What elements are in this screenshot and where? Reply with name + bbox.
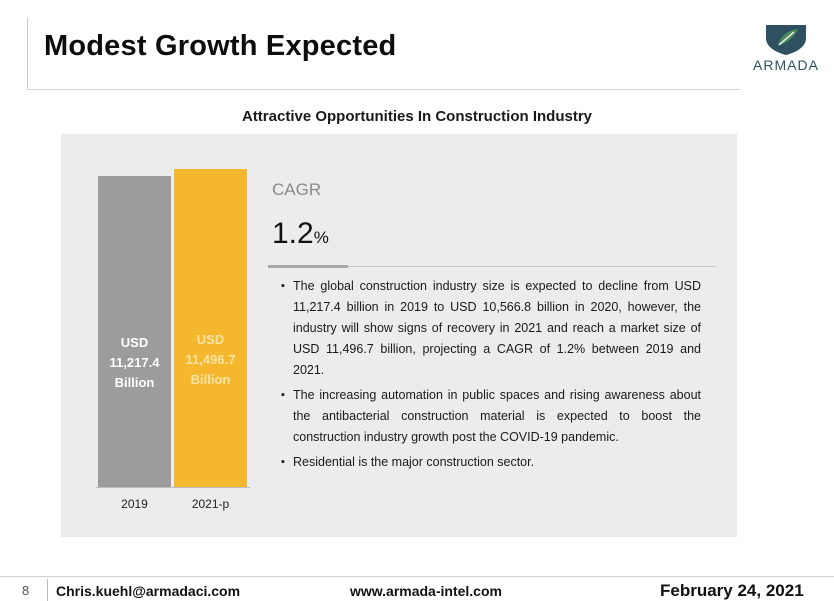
- bullet-item: The increasing automation in public spac…: [281, 385, 701, 448]
- cagr-unit: %: [313, 228, 329, 247]
- bar-2019-label-line3: Billion: [114, 375, 155, 390]
- slide-title: Modest Growth Expected: [44, 30, 397, 62]
- bar-2019-label-line1: USD: [120, 335, 149, 350]
- bullet-item: Residential is the major construction se…: [281, 452, 701, 473]
- cagr-number: 1.2: [272, 217, 314, 250]
- section-heading: Attractive Opportunities In Construction…: [241, 108, 593, 125]
- insight-bullet-list: The global construction industry size is…: [281, 276, 701, 477]
- category-label-2021-p: 2021-p: [191, 497, 230, 511]
- footer-divider: [0, 576, 834, 577]
- armada-logo: ARMADA: [748, 20, 824, 76]
- bar-2021-p-label-line3: Billion: [190, 372, 231, 387]
- brand-name: ARMADA: [753, 57, 819, 73]
- footer-separator: [47, 579, 48, 601]
- category-label-2019: 2019: [121, 497, 148, 511]
- bar-2019-label-line2: 11,217.4: [109, 355, 160, 370]
- bullet-item: The global construction industry size is…: [281, 276, 701, 381]
- bar-2021-p-label-line1: USD: [196, 332, 225, 347]
- bar-2021-p: USD 11,496.7 Billion: [174, 169, 247, 487]
- footer-date: February 24, 2021: [660, 581, 804, 600]
- page-number: 8: [22, 583, 30, 598]
- title-divider: [27, 89, 740, 90]
- cagr-value: 1.2%: [272, 217, 329, 251]
- cagr-underline-accent: [268, 265, 348, 268]
- title-left-rule: [27, 18, 28, 90]
- cagr-underline: [348, 266, 716, 267]
- bar-2019: USD 11,217.4 Billion: [98, 176, 171, 487]
- footer-website-link[interactable]: www.armada-intel.com: [350, 583, 502, 599]
- bar-2021-p-label: USD 11,496.7 Billion: [174, 330, 247, 390]
- footer-email-link[interactable]: Chris.kuehl@armadaci.com: [56, 583, 241, 599]
- bar-2019-label: USD 11,217.4 Billion: [98, 333, 171, 393]
- bar-2021-p-label-line2: 11,496.7: [185, 352, 236, 367]
- armada-shield-logo-icon: [766, 25, 806, 55]
- chart-baseline: [96, 487, 250, 488]
- cagr-label: CAGR: [272, 180, 322, 199]
